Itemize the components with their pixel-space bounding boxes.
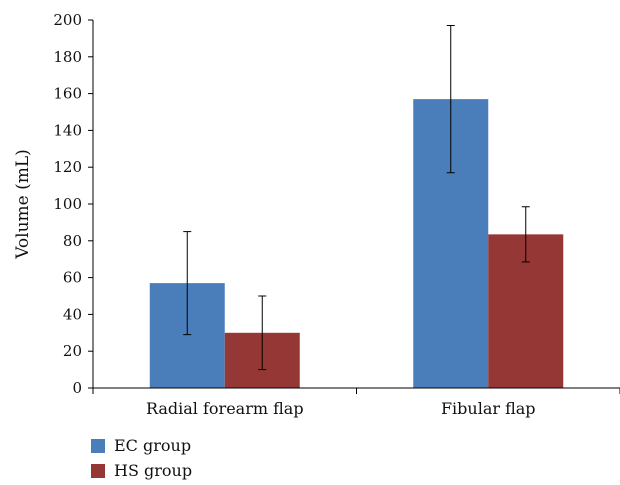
y-axis-ticks: 0 20 40 60 80 100 120 140 160 180 200 — [53, 11, 93, 397]
legend-swatch — [91, 439, 105, 453]
error-bars — [183, 25, 530, 371]
y-tick-label: 160 — [53, 85, 82, 103]
y-tick-label: 100 — [53, 195, 82, 213]
y-tick-label: 40 — [63, 305, 82, 323]
error-bar — [446, 25, 455, 174]
y-axis-title: Volume (mL) — [13, 149, 33, 260]
x-category-label: Fibular flap — [441, 399, 536, 418]
y-tick-label: 20 — [63, 342, 82, 360]
legend: EC group HS group — [91, 436, 192, 480]
x-axis-ticks — [92, 388, 620, 394]
y-tick-label: 120 — [53, 158, 82, 176]
legend-swatch — [91, 464, 105, 478]
legend-item: HS group — [91, 461, 192, 480]
legend-label: HS group — [114, 461, 192, 480]
error-bar — [521, 206, 530, 263]
bars — [149, 99, 564, 389]
y-tick-label: 80 — [63, 232, 82, 250]
error-bar — [258, 295, 267, 371]
y-tick-label: 140 — [53, 121, 82, 139]
x-category-label: Radial forearm flap — [146, 399, 304, 418]
legend-label: EC group — [114, 436, 191, 455]
y-tick-label: 180 — [53, 48, 82, 66]
y-tick-label: 200 — [53, 11, 82, 29]
y-tick-label: 0 — [72, 379, 82, 397]
legend-item: EC group — [91, 436, 191, 455]
y-tick-label: 60 — [63, 269, 82, 287]
error-bar — [183, 231, 192, 336]
x-axis-category-labels: Radial forearm flap Fibular flap — [146, 399, 536, 418]
